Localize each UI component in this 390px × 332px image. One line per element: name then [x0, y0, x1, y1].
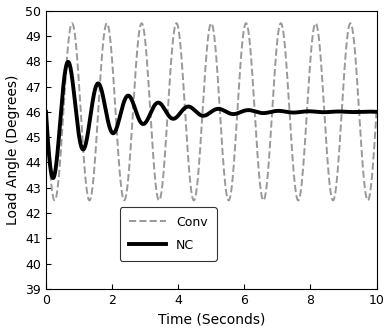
- Conv: [52, 199, 57, 203]
- Y-axis label: Load Angle (Degrees): Load Angle (Degrees): [5, 75, 20, 225]
- Legend: Conv, NC: Conv, NC: [120, 207, 216, 261]
- NC: [45, 132, 50, 136]
- Conv: [45, 133, 50, 137]
- Conv: [205, 40, 210, 43]
- NC: [374, 110, 379, 114]
- Line: NC: NC: [46, 62, 376, 178]
- Conv: [374, 110, 379, 114]
- NC: [44, 110, 48, 114]
- Line: Conv: Conv: [46, 23, 376, 201]
- NC: [357, 110, 362, 114]
- Conv: [57, 164, 62, 168]
- X-axis label: Time (Seconds): Time (Seconds): [158, 312, 265, 326]
- NC: [66, 60, 71, 64]
- NC: [205, 112, 210, 116]
- Conv: [108, 43, 113, 47]
- NC: [64, 66, 68, 70]
- Conv: [174, 21, 179, 25]
- Conv: [64, 73, 68, 77]
- NC: [108, 129, 113, 133]
- NC: [57, 125, 62, 129]
- NC: [51, 176, 55, 180]
- Conv: [44, 110, 48, 114]
- Conv: [357, 109, 362, 113]
